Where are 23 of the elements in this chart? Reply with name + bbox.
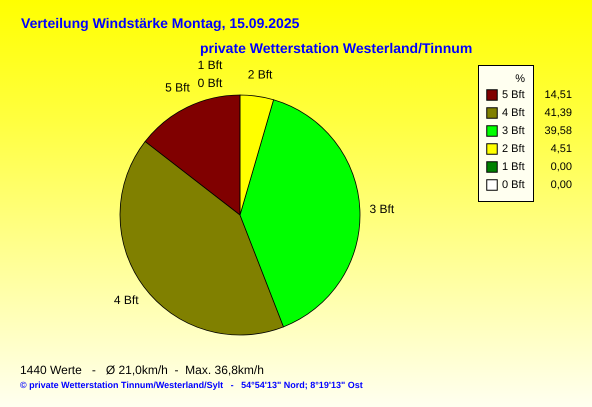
text: 1440 Werte - Ø 21,0km/h - Max. 36,8km/h (20, 363, 264, 377)
legend-label: 2 Bft (502, 143, 525, 155)
text: 0,00 (550, 179, 572, 191)
slice-label: 4 Bft (114, 292, 140, 307)
slice-label: 5 Bft (165, 80, 190, 95)
legend-title: % (515, 73, 526, 85)
data-label: 39,58 (543, 125, 572, 137)
legend-label: 0 Bft (502, 179, 525, 191)
chart-title: Verteilung Windstärke Montag, 15.09.2025 (21, 15, 300, 31)
legend-label: 3 Bft (502, 125, 525, 137)
text: 0,00 (550, 161, 572, 173)
chart-subtitle: private Wetterstation Westerland/Tinnum (200, 40, 472, 56)
slice-label: 2 Bft (248, 67, 274, 82)
category-label: 0 Bft (198, 76, 222, 90)
text: © private Wetterstation Tinnum/Westerland/Sylt - 54°54'13" Nord; 8°19'13" Ost (20, 380, 363, 390)
legend-label: 1 Bft (502, 161, 525, 173)
legend-label: 5 Bft (502, 89, 525, 101)
legend-label: 4 Bft (502, 107, 525, 119)
slice-label: 3 Bft (370, 202, 395, 216)
category-label: 1 Bft (198, 58, 222, 72)
data-label: 14,51 (543, 89, 572, 101)
data-label: 4,51 (550, 143, 572, 155)
data-label: 41,39 (543, 107, 572, 119)
